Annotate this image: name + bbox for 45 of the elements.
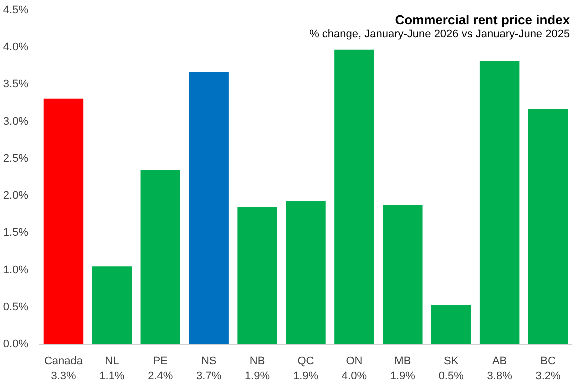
y-tick-label: 2.5%	[3, 152, 29, 165]
bar	[383, 204, 423, 344]
data-label: 0.5%	[438, 370, 464, 382]
bar	[286, 201, 326, 344]
bar	[189, 72, 229, 344]
data-label: 1.9%	[245, 370, 270, 382]
y-tick-label: 0.0%	[3, 338, 29, 350]
data-label: 1.9%	[390, 370, 416, 382]
y-tick-label: 4.0%	[3, 42, 29, 54]
bar	[238, 207, 278, 344]
data-label: 1.9%	[293, 370, 319, 382]
bar	[44, 98, 84, 344]
bar	[480, 60, 520, 344]
bar	[431, 305, 472, 344]
x-tick-label: NL	[105, 356, 120, 368]
x-tick-label: Canada	[44, 356, 84, 368]
x-tick-label: QC	[298, 356, 314, 368]
chart-title: Commercial rent price index	[395, 12, 571, 28]
y-tick-label: 4.5%	[3, 4, 29, 16]
x-tick-label: MB	[394, 356, 412, 368]
data-label: 2.4%	[148, 370, 174, 382]
x-tick-label: NB	[250, 356, 266, 368]
x-tick-label: PE	[153, 356, 168, 368]
text: % change, January-June 2026 vs January-June 2025	[310, 28, 570, 40]
x-tick-label: NS	[201, 356, 217, 368]
y-tick-label: 3.5%	[3, 78, 29, 91]
data-label: 3.8%	[487, 370, 513, 382]
x-tick-label: ON	[346, 356, 363, 368]
y-tick-label: 1.0%	[3, 264, 29, 276]
bar	[92, 266, 132, 344]
data-label: 3.2%	[536, 370, 562, 382]
x-tick-label: AB	[492, 356, 508, 368]
bar	[140, 170, 181, 344]
y-tick-label: 1.5%	[3, 227, 29, 240]
data-label: 1.1%	[100, 370, 125, 382]
data-label: 4.0%	[342, 370, 368, 382]
bar	[334, 50, 374, 344]
y-tick-label: 2.0%	[3, 190, 29, 202]
y-tick-label: 0.5%	[3, 301, 29, 314]
bar	[528, 109, 568, 344]
x-tick-label: SK	[444, 356, 460, 368]
y-tick-label: 3.0%	[3, 116, 29, 128]
data-label: 3.3%	[51, 370, 76, 382]
data-label: 3.7%	[196, 370, 222, 382]
x-tick-label: BC	[540, 356, 556, 368]
